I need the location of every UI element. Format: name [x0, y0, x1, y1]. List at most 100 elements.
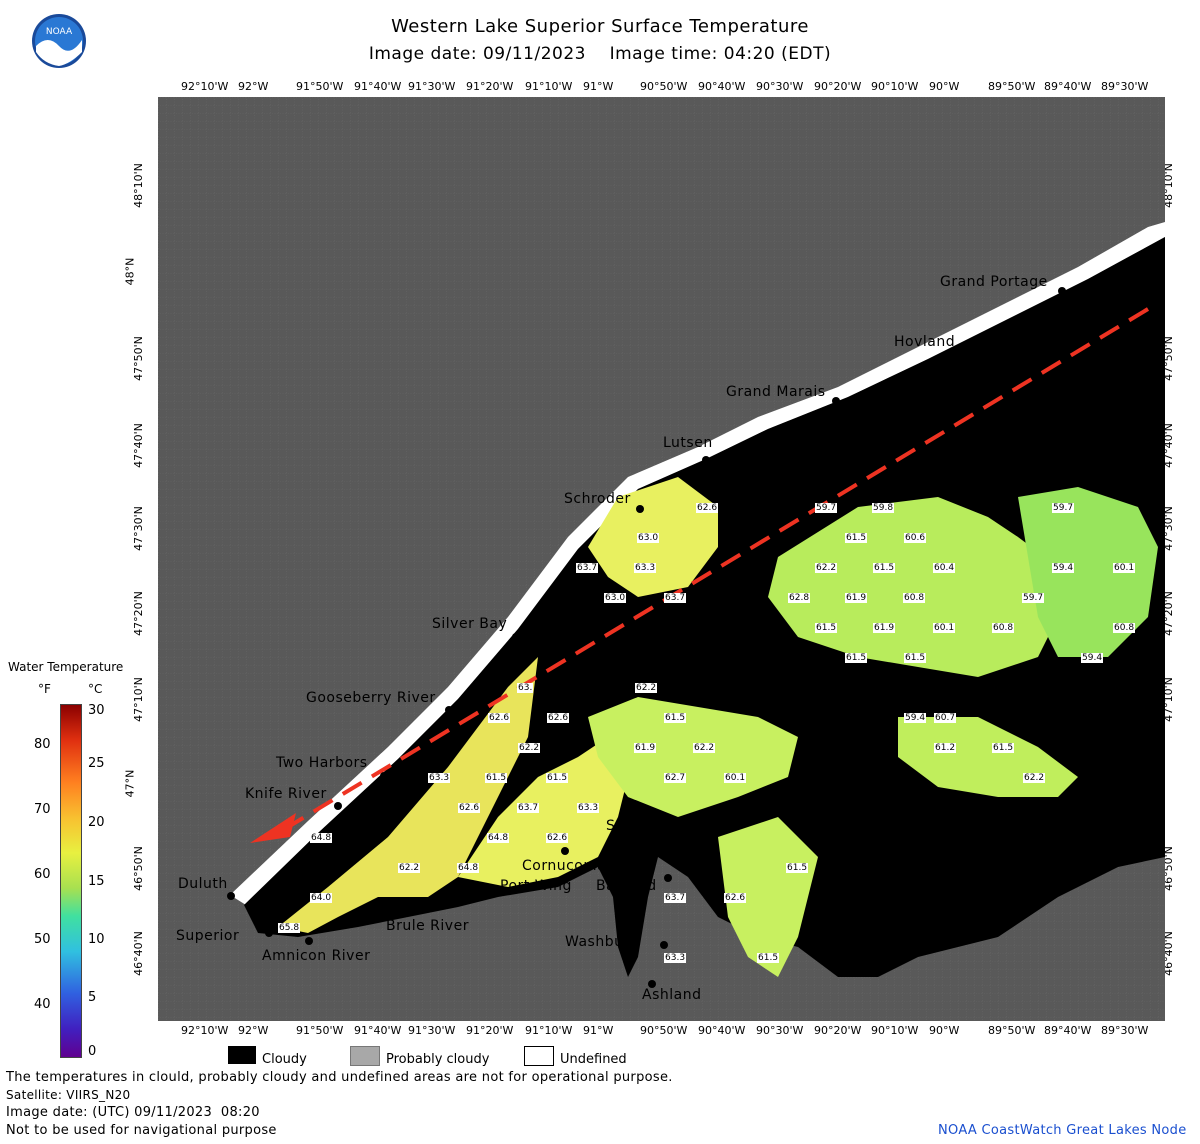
legend-probably-cloudy-label: Probably cloudy — [386, 1052, 490, 1067]
lon-tick-label: 90°30'W — [756, 1024, 804, 1037]
place-marker — [1058, 287, 1066, 295]
map-panel — [158, 97, 1165, 1021]
place-label: Gooseberry River — [306, 690, 436, 706]
temperature-reading: 60.8 — [992, 623, 1015, 633]
lat-tick-label: 48°10'N — [131, 163, 145, 208]
colorbar-f-tick: 50 — [34, 932, 51, 947]
temperature-reading: 62.6 — [488, 713, 511, 723]
temperature-reading: 60.8 — [1113, 623, 1136, 633]
lon-tick-label: 92°W — [238, 80, 269, 93]
lat-tick-label: 47°N — [123, 769, 137, 798]
place-marker — [445, 706, 453, 714]
temperature-reading: 63. — [517, 683, 534, 693]
place-marker — [380, 772, 388, 780]
place-label: Cornucopia — [522, 858, 607, 874]
mid-water-center — [588, 697, 798, 817]
temperature-reading: 61.5 — [786, 863, 809, 873]
colorbar-c-tick: 5 — [88, 990, 97, 1005]
lon-tick-label: 90°40'W — [698, 80, 746, 93]
lat-tick-label: 47°30'N — [131, 506, 145, 551]
legend-undefined-swatch — [524, 1046, 554, 1066]
colorbar-c-tick: 30 — [88, 703, 105, 718]
place-label: Knife River — [245, 786, 327, 802]
colorbar-c-tick: 0 — [88, 1044, 97, 1059]
colorbar-f-tick: 40 — [34, 997, 51, 1012]
place-label: Schroder — [564, 491, 631, 507]
temperature-reading: 62.2 — [1023, 773, 1046, 783]
mid-water-bayfield — [718, 817, 818, 977]
temperature-reading: 63.7 — [664, 593, 687, 603]
lat-tick-label: 47°50'N — [131, 336, 145, 381]
colorbar-f-tick: 60 — [34, 867, 51, 882]
lon-tick-label: 91°50'W — [296, 1024, 344, 1037]
temperature-reading: 63.3 — [664, 953, 687, 963]
lon-tick-label: 91°10'W — [525, 1024, 573, 1037]
colorbar-f-tick: 80 — [34, 737, 51, 752]
footer-navigation-warning: Not to be used for navigational purpose — [6, 1123, 277, 1138]
temperature-reading: 60.1 — [1113, 563, 1136, 573]
temperature-reading: 61.5 — [873, 563, 896, 573]
lon-tick-label: 91°40'W — [354, 80, 402, 93]
colorbar-unit-f: °F — [38, 682, 51, 696]
temperature-reading: 59.7 — [1052, 503, 1075, 513]
temperature-reading: 62.6 — [458, 803, 481, 813]
map-subtitle: Image date: 09/11/2023 Image time: 04:20… — [368, 44, 832, 64]
trajectory-line — [286, 307, 1150, 829]
colorbar — [60, 704, 82, 1058]
temperature-reading: 62.2 — [398, 863, 421, 873]
temperature-reading: 62.2 — [518, 743, 541, 753]
temperature-reading: 63.3 — [428, 773, 451, 783]
cool-water-far-east — [1018, 487, 1158, 657]
temperature-reading: 62.7 — [664, 773, 687, 783]
place-marker — [561, 847, 569, 855]
lon-tick-label: 90°20'W — [814, 80, 862, 93]
temperature-reading: 63.3 — [577, 803, 600, 813]
lon-tick-label: 91°30'W — [408, 1024, 456, 1037]
place-marker — [832, 397, 840, 405]
lon-tick-label: 91°10'W — [525, 80, 573, 93]
colorbar-c-tick: 15 — [88, 874, 105, 889]
temperature-reading: 61.9 — [873, 623, 896, 633]
place-label: Lutsen — [663, 435, 713, 451]
temperature-reading: 62.6 — [696, 503, 719, 513]
place-label: Grand Portage — [940, 274, 1048, 290]
warm-water-center — [458, 737, 628, 887]
temperature-reading: 62.6 — [546, 833, 569, 843]
legend-cloudy-label: Cloudy — [262, 1052, 307, 1067]
lon-tick-label: 90°10'W — [871, 1024, 919, 1037]
footer-image-date: Image date: (UTC) 09/11/2023 08:20 — [6, 1105, 260, 1120]
place-marker — [265, 929, 273, 937]
lat-tick-label: 46°50'N — [131, 846, 145, 891]
lon-tick-label: 91°W — [583, 1024, 614, 1037]
temperature-reading: 62.2 — [635, 683, 658, 693]
lon-tick-label: 89°30'W — [1101, 80, 1149, 93]
lon-tick-label: 92°10'W — [181, 1024, 229, 1037]
place-marker — [227, 892, 235, 900]
temperature-reading: 59.4 — [904, 713, 927, 723]
temperature-reading: 60.7 — [934, 713, 957, 723]
place-label: Amnicon River — [262, 948, 371, 964]
place-marker — [648, 980, 656, 988]
temperature-reading: 64.8 — [457, 863, 480, 873]
temperature-reading: 64.8 — [310, 833, 333, 843]
lon-tick-label: 90°50'W — [640, 80, 688, 93]
place-marker — [305, 937, 313, 945]
logo-text: NOAA — [46, 27, 73, 37]
temperature-reading: 65.8 — [278, 923, 301, 933]
lon-tick-label: 90°W — [929, 80, 960, 93]
lon-tick-label: 90°50'W — [640, 1024, 688, 1037]
lon-tick-label: 91°20'W — [466, 80, 514, 93]
temperature-reading: 61.9 — [634, 743, 657, 753]
place-marker — [334, 802, 342, 810]
place-marker — [392, 903, 400, 911]
place-label: Hovland — [894, 334, 956, 350]
legend-undefined-label: Undefined — [560, 1052, 627, 1067]
place-label: Sand River — [606, 818, 687, 834]
lon-tick-label: 90°10'W — [871, 80, 919, 93]
temperature-reading: 62.2 — [693, 743, 716, 753]
lon-tick-label: 91°W — [583, 80, 614, 93]
place-label: Duluth — [178, 876, 228, 892]
place-label: Grand Marais — [726, 384, 826, 400]
temperature-reading: 63.0 — [604, 593, 627, 603]
place-label: Superior — [176, 928, 240, 944]
